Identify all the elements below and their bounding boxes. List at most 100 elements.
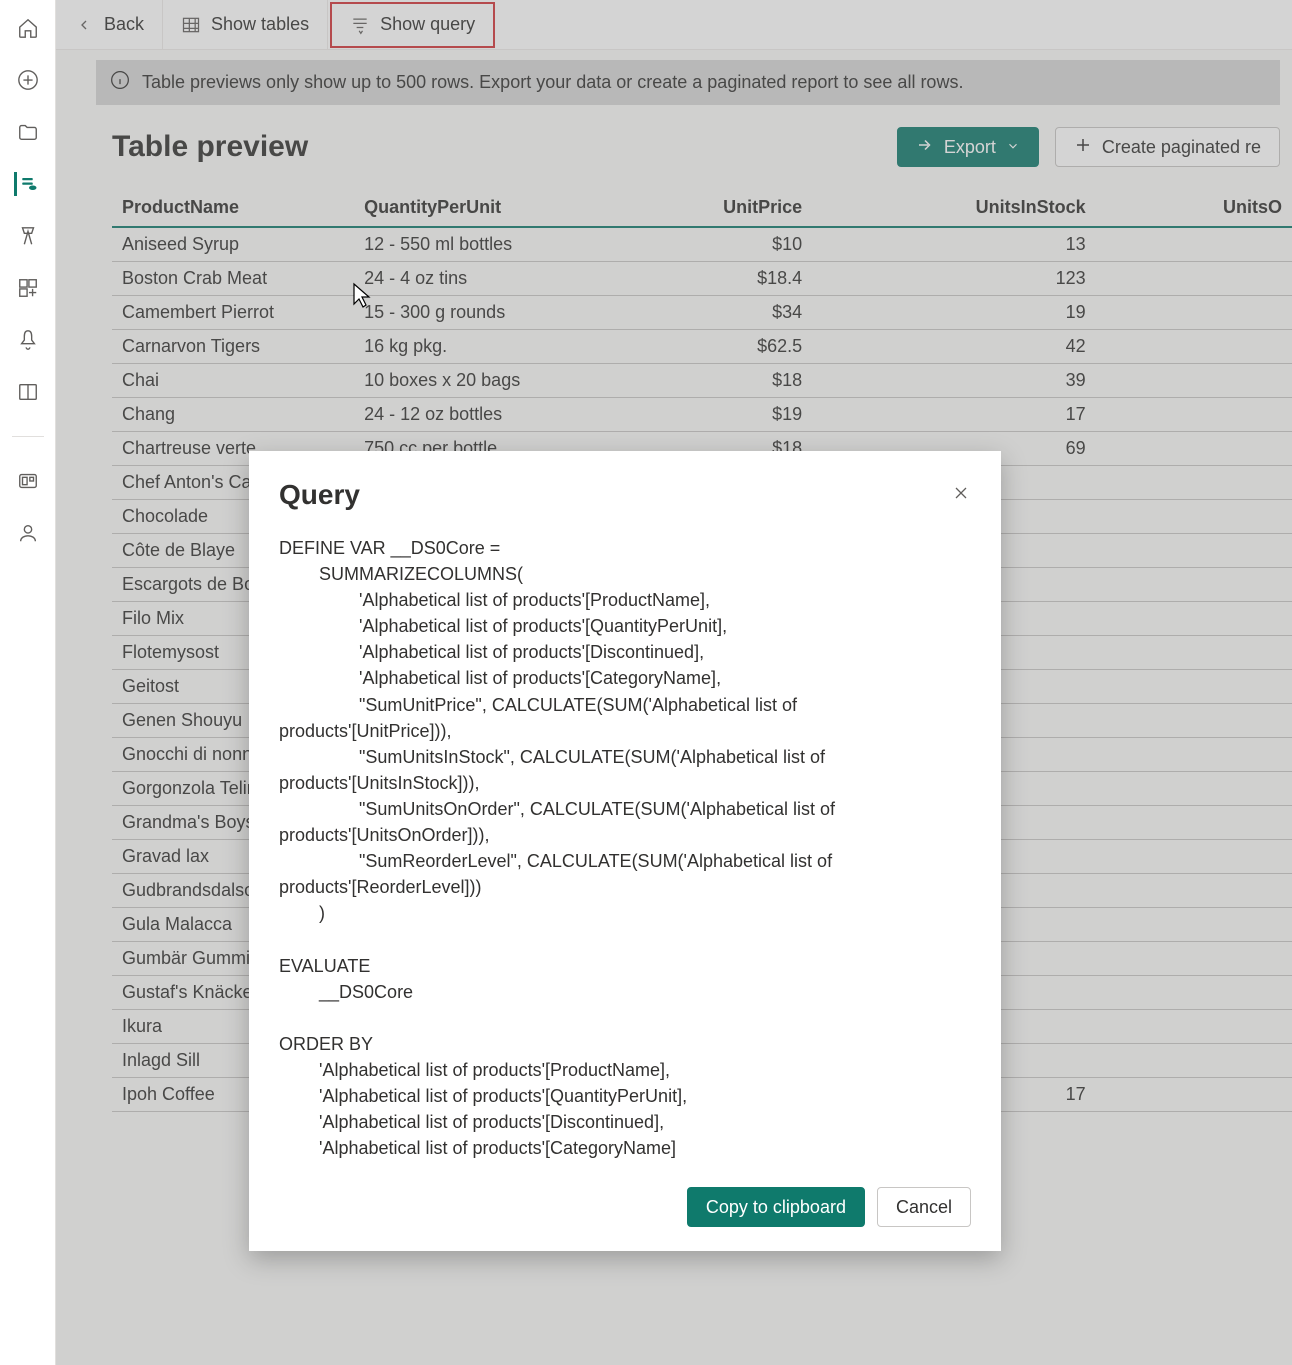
cell-order [1096,976,1292,1010]
cell-price: $19 [594,398,812,432]
deployment-icon[interactable] [16,328,40,352]
info-text: Table previews only show up to 500 rows.… [142,72,963,93]
cancel-label: Cancel [896,1197,952,1218]
cell-qpu: 16 kg pkg. [354,330,594,364]
cell-order [1096,738,1292,772]
info-icon [110,70,130,95]
cell-productname: Camembert Pierrot [112,296,354,330]
cell-qpu: 15 - 300 g rounds [354,296,594,330]
col-unitprice[interactable]: UnitPrice [594,191,812,227]
copy-label: Copy to clipboard [706,1197,846,1218]
col-unitsinstock[interactable]: UnitsInStock [812,191,1096,227]
show-query-label: Show query [380,14,475,35]
cell-order [1096,466,1292,500]
cell-order [1096,840,1292,874]
cell-stock: 17 [812,398,1096,432]
modal-title: Query [279,479,360,511]
learn-icon[interactable] [16,380,40,404]
chevron-left-icon [74,15,94,35]
workspaces-icon[interactable] [16,469,40,493]
rail-divider [12,436,44,437]
table-row[interactable]: Chai10 boxes x 20 bags$1839 [112,364,1292,398]
page-title: Table preview [112,130,308,164]
query-modal: Query DEFINE VAR __DS0Core = SUMMARIZECO… [249,451,1001,1251]
cell-order [1096,772,1292,806]
plus-icon [1074,136,1092,159]
query-icon [350,15,370,35]
cell-qpu: 10 boxes x 20 bags [354,364,594,398]
apps-icon[interactable] [16,276,40,300]
cell-order [1096,262,1292,296]
show-tables-button[interactable]: Show tables [163,0,328,50]
cell-productname: Aniseed Syrup [112,227,354,262]
export-button[interactable]: Export [897,127,1039,167]
cell-productname: Boston Crab Meat [112,262,354,296]
cell-stock: 123 [812,262,1096,296]
cell-productname: Carnarvon Tigers [112,330,354,364]
copy-to-clipboard-button[interactable]: Copy to clipboard [687,1187,865,1227]
chevron-down-icon [1006,137,1020,158]
cell-stock: 42 [812,330,1096,364]
table-row[interactable]: Boston Crab Meat24 - 4 oz tins$18.4123 [112,262,1292,296]
cancel-button[interactable]: Cancel [877,1187,971,1227]
left-nav-rail [0,0,56,1365]
col-quantityperunit[interactable]: QuantityPerUnit [354,191,594,227]
data-hub-icon[interactable] [14,172,38,196]
table-header-row: ProductName QuantityPerUnit UnitPrice Un… [112,191,1292,227]
cell-price: $10 [594,227,812,262]
cell-order [1096,296,1292,330]
cell-price: $18 [594,364,812,398]
cell-order [1096,806,1292,840]
cell-order [1096,1010,1292,1044]
cell-productname: Chang [112,398,354,432]
create-paginated-button[interactable]: Create paginated re [1055,127,1280,167]
cell-order [1096,602,1292,636]
table-row[interactable]: Carnarvon Tigers16 kg pkg.$62.542 [112,330,1292,364]
cell-order [1096,398,1292,432]
cell-order [1096,942,1292,976]
cell-price: $34 [594,296,812,330]
cell-order [1096,364,1292,398]
create-icon[interactable] [16,68,40,92]
col-unitsonorder[interactable]: UnitsO [1096,191,1292,227]
col-productname[interactable]: ProductName [112,191,354,227]
cell-order [1096,874,1292,908]
table-row[interactable]: Aniseed Syrup12 - 550 ml bottles$1013 [112,227,1292,262]
cell-order [1096,670,1292,704]
create-paginated-label: Create paginated re [1102,137,1261,158]
cell-order [1096,908,1292,942]
cell-price: $62.5 [594,330,812,364]
toolbar: Back Show tables Show query [56,0,1292,50]
close-icon[interactable] [951,483,971,508]
profile-icon[interactable] [16,521,40,545]
info-banner: Table previews only show up to 500 rows.… [96,60,1280,105]
back-button[interactable]: Back [56,0,163,50]
export-icon [916,136,934,159]
cell-order [1096,1078,1292,1112]
table-row[interactable]: Camembert Pierrot15 - 300 g rounds$3419 [112,296,1292,330]
cell-productname: Chai [112,364,354,398]
cell-order [1096,500,1292,534]
show-tables-label: Show tables [211,14,309,35]
cell-order [1096,534,1292,568]
cell-order [1096,1044,1292,1078]
cell-order [1096,432,1292,466]
cell-order [1096,330,1292,364]
cell-stock: 39 [812,364,1096,398]
table-row[interactable]: Chang24 - 12 oz bottles$1917 [112,398,1292,432]
home-icon[interactable] [16,16,40,40]
cell-qpu: 24 - 12 oz bottles [354,398,594,432]
export-label: Export [944,137,996,158]
table-icon [181,15,201,35]
back-label: Back [104,14,144,35]
cell-qpu: 12 - 550 ml bottles [354,227,594,262]
metrics-icon[interactable] [16,224,40,248]
query-text[interactable]: DEFINE VAR __DS0Core = SUMMARIZECOLUMNS(… [279,535,971,1161]
cell-qpu: 24 - 4 oz tins [354,262,594,296]
show-query-button[interactable]: Show query [330,2,495,48]
header-row: Table preview Export Create paginated re [112,127,1280,167]
cell-order [1096,636,1292,670]
cell-order [1096,227,1292,262]
cell-stock: 13 [812,227,1096,262]
browse-icon[interactable] [16,120,40,144]
